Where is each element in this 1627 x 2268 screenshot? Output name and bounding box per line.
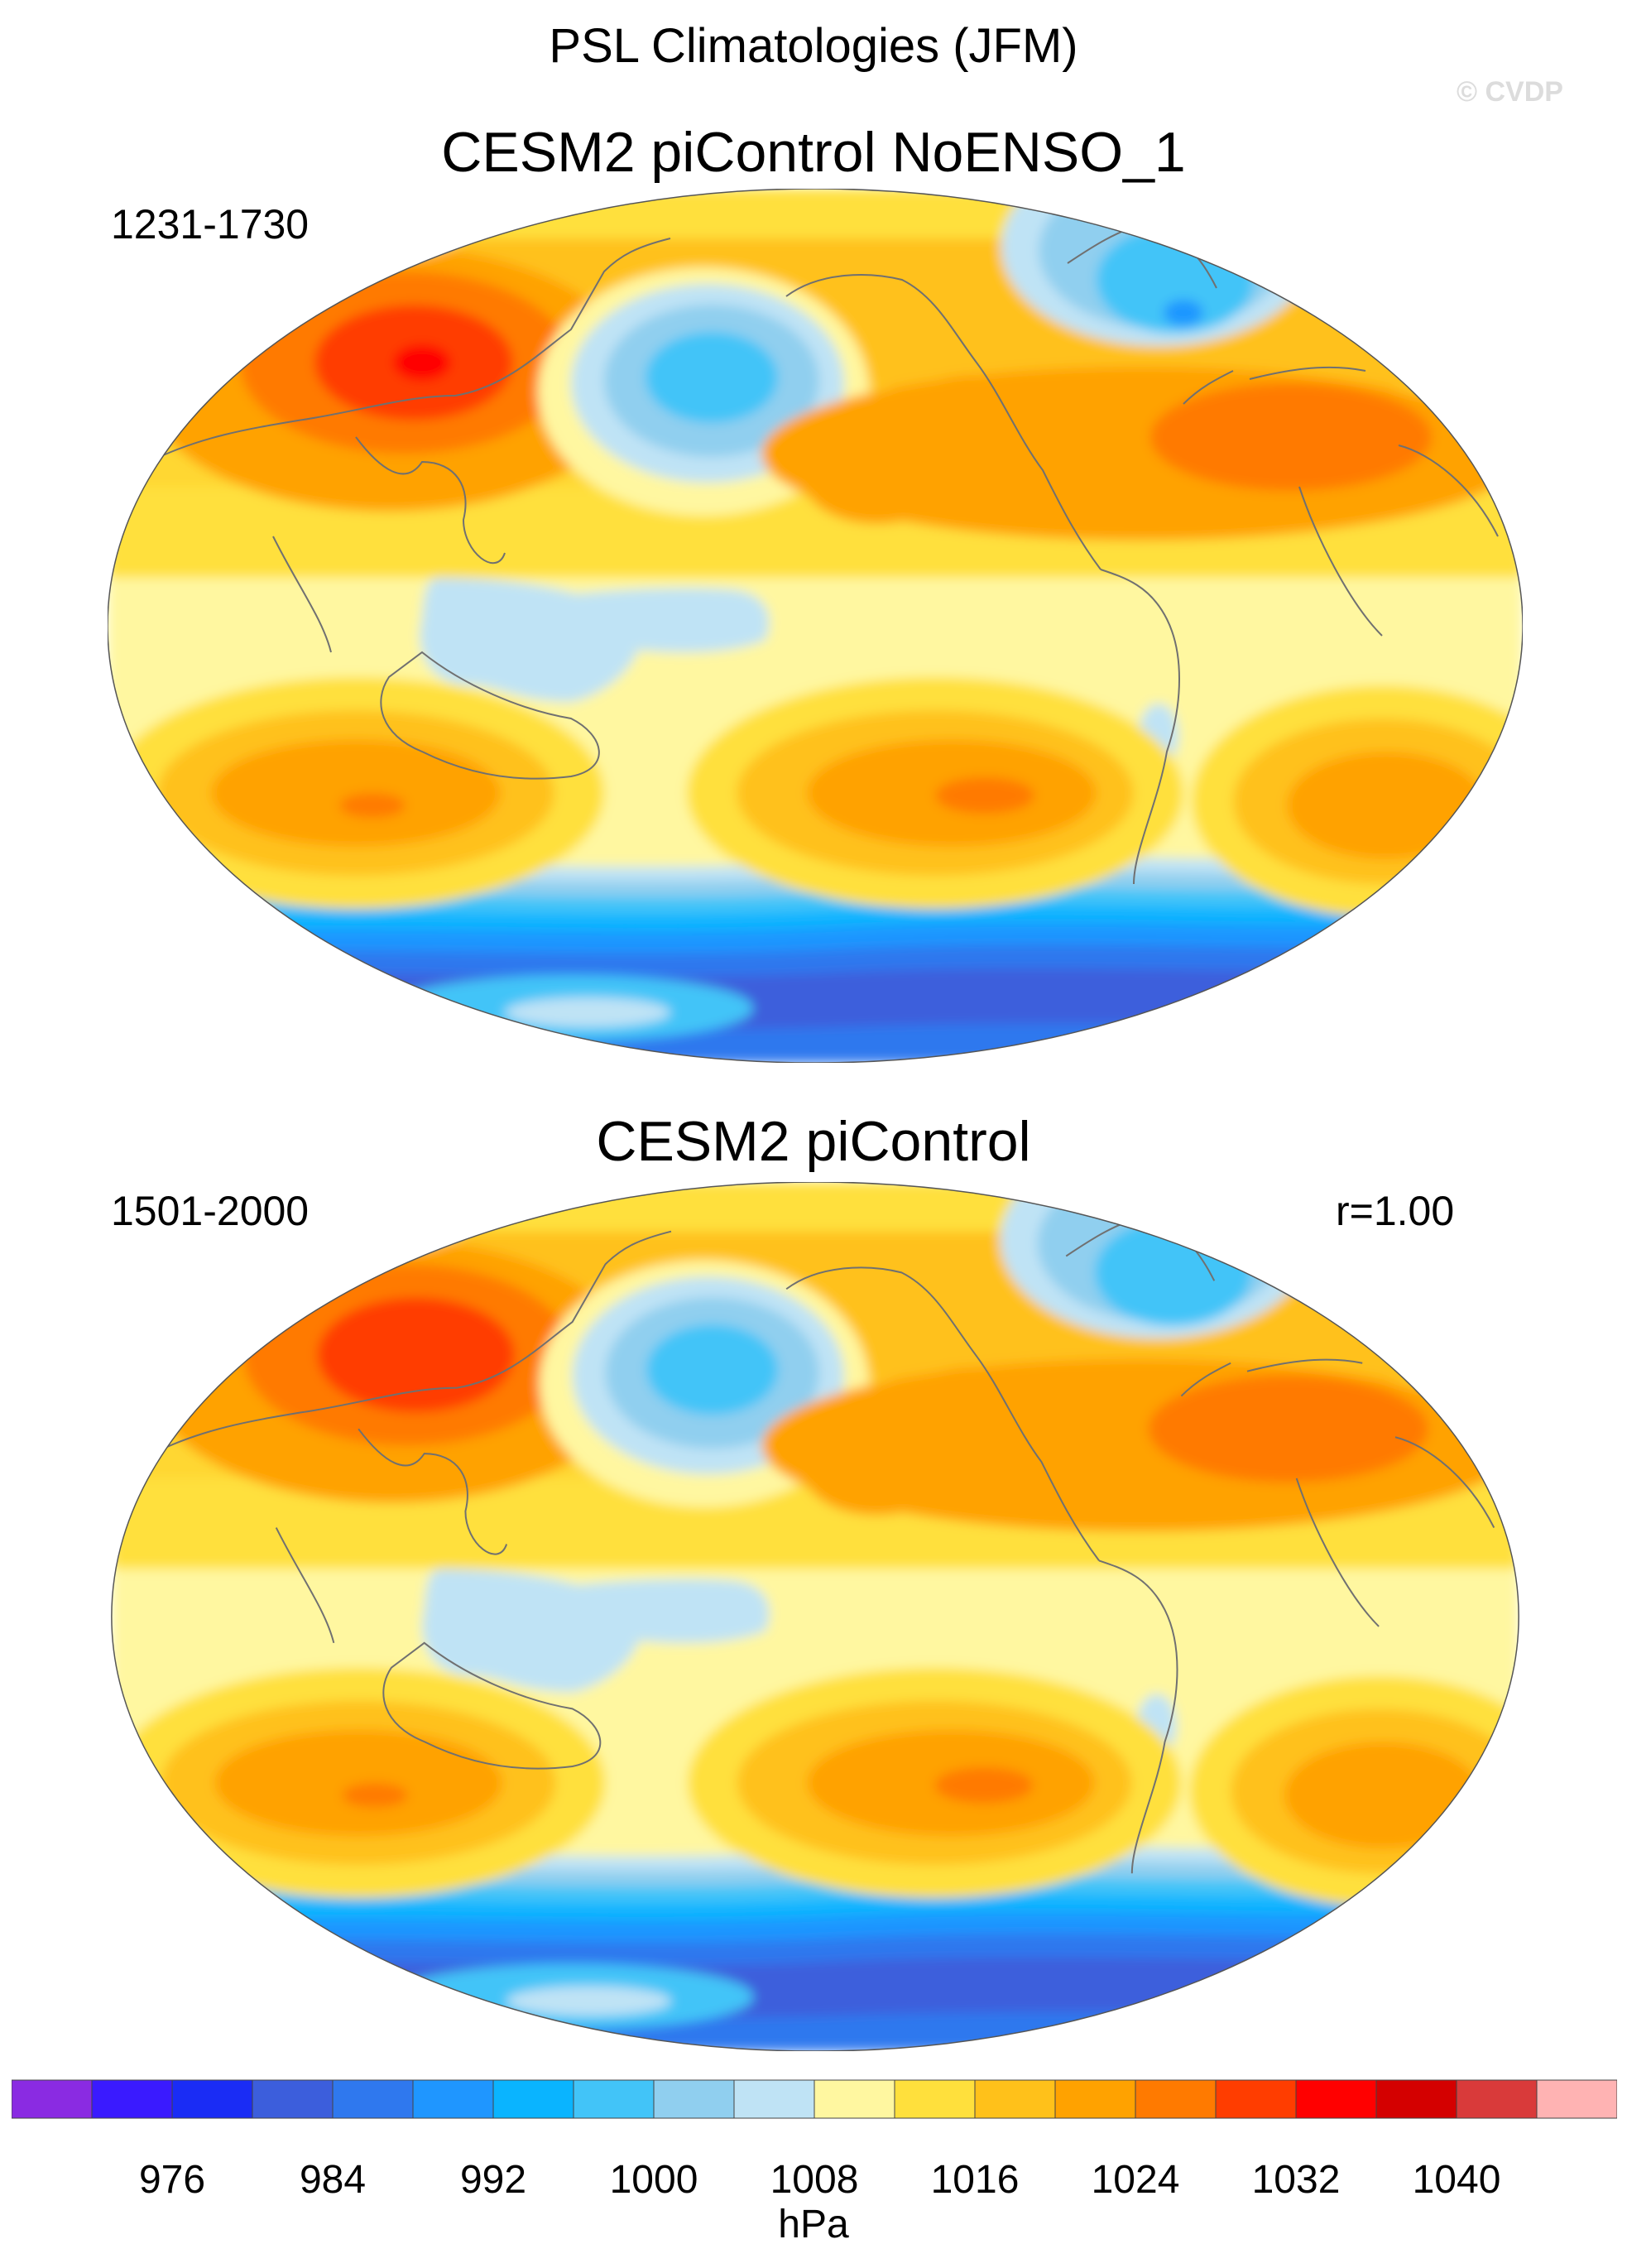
colorbar-box <box>1215 2079 1297 2119</box>
colorbar-tick-label: 1024 <box>1091 2158 1180 2202</box>
colorbar-box <box>1135 2079 1217 2119</box>
panel-1-period: 1231-1730 <box>111 201 310 247</box>
colorbar-tick-label: 984 <box>299 2158 367 2202</box>
colorbar-box <box>1456 2079 1538 2119</box>
colorbar-tick-label: 992 <box>459 2158 527 2202</box>
panel-2-coastlines <box>152 1213 1495 1874</box>
colorbar-box <box>492 2079 574 2119</box>
cvdp-watermark: © CVDP <box>1457 76 1563 108</box>
colorbar-box <box>91 2079 173 2119</box>
colorbar-box <box>653 2079 735 2119</box>
colorbar-box <box>332 2079 414 2119</box>
panel-2-field <box>111 1182 1519 2051</box>
colorbar-tick-label: 1008 <box>770 2158 859 2202</box>
panel-1-map <box>108 189 1523 1063</box>
colorbar-box <box>573 2079 655 2119</box>
colorbar-box <box>252 2079 334 2119</box>
panel-2-correlation: r=1.00 <box>1336 1188 1455 1234</box>
colorbar-box <box>12 2079 93 2119</box>
colorbar <box>12 2079 1617 2119</box>
colorbar-box <box>412 2079 494 2119</box>
panel-1-title: CESM2 piControl NoENSO_1 <box>441 121 1186 184</box>
colorbar-units: hPa <box>778 2203 849 2246</box>
colorbar-tick-label: 1032 <box>1251 2158 1341 2202</box>
colorbar-box <box>1054 2079 1136 2119</box>
colorbar-box <box>733 2079 815 2119</box>
panel-1-field <box>108 189 1523 1063</box>
colorbar-box <box>1295 2079 1377 2119</box>
panel-2-map <box>111 1182 1519 2051</box>
colorbar-box <box>974 2079 1056 2119</box>
colorbar-box <box>1375 2079 1457 2119</box>
colorbar-box <box>894 2079 976 2119</box>
colorbar-box <box>1536 2079 1617 2119</box>
colorbar-box <box>171 2079 253 2119</box>
figure-title: PSL Climatologies (JFM) <box>549 19 1078 73</box>
panel-2-period: 1501-2000 <box>111 1188 310 1234</box>
panel-2-map-border <box>111 1182 1519 2051</box>
colorbar-tick-label: 1016 <box>930 2158 1020 2202</box>
colorbar-tick-label: 1000 <box>609 2158 698 2202</box>
panel-2-title: CESM2 piControl <box>596 1110 1031 1173</box>
colorbar-box <box>814 2079 895 2119</box>
colorbar-tick-label: 1040 <box>1412 2158 1501 2202</box>
colorbar-tick-label: 976 <box>138 2158 206 2202</box>
